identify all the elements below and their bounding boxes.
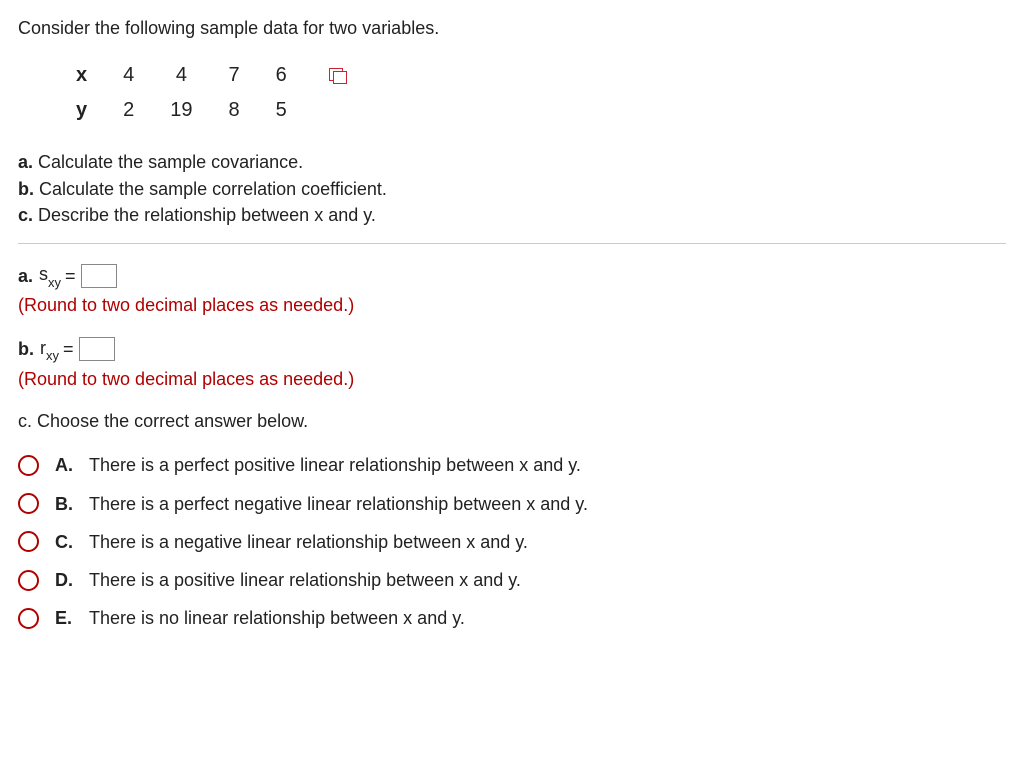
copy-icon-cell — [305, 58, 365, 93]
answer-c-prompt: c. Choose the correct answer below. — [18, 409, 1006, 433]
symbol: rxy — [40, 336, 59, 363]
choice-c[interactable]: C. There is a negative linear relationsh… — [18, 530, 1006, 554]
choice-text: There is a positive linear relationship … — [89, 568, 521, 592]
answer-label: a. — [18, 264, 33, 288]
cell: 4 — [105, 58, 152, 93]
answer-a-line: a. sxy = — [18, 262, 1006, 289]
choice-a[interactable]: A. There is a perfect positive linear re… — [18, 453, 1006, 477]
cell: 6 — [258, 58, 305, 93]
question-text: Calculate the sample covariance. — [38, 152, 303, 172]
intro-text: Consider the following sample data for t… — [18, 16, 1006, 40]
radio-icon[interactable] — [18, 493, 39, 514]
choice-text: There is a perfect positive linear relat… — [89, 453, 581, 477]
copy-icon[interactable] — [329, 68, 347, 84]
equals: = — [63, 337, 74, 361]
choice-d[interactable]: D. There is a positive linear relationsh… — [18, 568, 1006, 592]
choice-text: There is a negative linear relationship … — [89, 530, 528, 554]
choice-text: There is no linear relationship between … — [89, 606, 465, 630]
cell: 8 — [211, 93, 258, 128]
choice-text: There is a perfect negative linear relat… — [89, 492, 588, 516]
choice-label: E. — [55, 606, 77, 630]
choice-label: A. — [55, 453, 77, 477]
question-text: Calculate the sample correlation coeffic… — [39, 179, 387, 199]
answer-label: c. — [18, 411, 32, 431]
prompt-text: Choose the correct answer below. — [37, 411, 308, 431]
table-row: y 2 19 8 5 — [58, 93, 365, 128]
data-table: x 4 4 7 6 y 2 19 8 5 — [58, 58, 365, 128]
radio-icon[interactable] — [18, 455, 39, 476]
cell: 4 — [152, 58, 210, 93]
covariance-input[interactable] — [81, 264, 117, 288]
choice-e[interactable]: E. There is no linear relationship betwe… — [18, 606, 1006, 630]
hint-a: (Round to two decimal places as needed.) — [18, 293, 1006, 317]
question-label: b. — [18, 179, 34, 199]
hint-b: (Round to two decimal places as needed.) — [18, 367, 1006, 391]
question-label: a. — [18, 152, 33, 172]
row-label-x: x — [58, 58, 105, 93]
radio-icon[interactable] — [18, 608, 39, 629]
radio-icon[interactable] — [18, 570, 39, 591]
choice-label: C. — [55, 530, 77, 554]
question-c: c. Describe the relationship between x a… — [18, 203, 1006, 227]
question-b: b. Calculate the sample correlation coef… — [18, 177, 1006, 201]
divider — [18, 243, 1006, 244]
correlation-input[interactable] — [79, 337, 115, 361]
equals: = — [65, 264, 76, 288]
cell: 2 — [105, 93, 152, 128]
answer-b-line: b. rxy = — [18, 336, 1006, 363]
choice-label: B. — [55, 492, 77, 516]
question-a: a. Calculate the sample covariance. — [18, 150, 1006, 174]
question-label: c. — [18, 205, 33, 225]
cell: 7 — [211, 58, 258, 93]
choice-b[interactable]: B. There is a perfect negative linear re… — [18, 492, 1006, 516]
row-label-y: y — [58, 93, 105, 128]
answer-label: b. — [18, 337, 34, 361]
choice-label: D. — [55, 568, 77, 592]
cell: 5 — [258, 93, 305, 128]
choices-list: A. There is a perfect positive linear re… — [18, 453, 1006, 630]
table-row: x 4 4 7 6 — [58, 58, 365, 93]
symbol: sxy — [39, 262, 61, 289]
radio-icon[interactable] — [18, 531, 39, 552]
question-text: Describe the relationship between x and … — [38, 205, 376, 225]
cell: 19 — [152, 93, 210, 128]
